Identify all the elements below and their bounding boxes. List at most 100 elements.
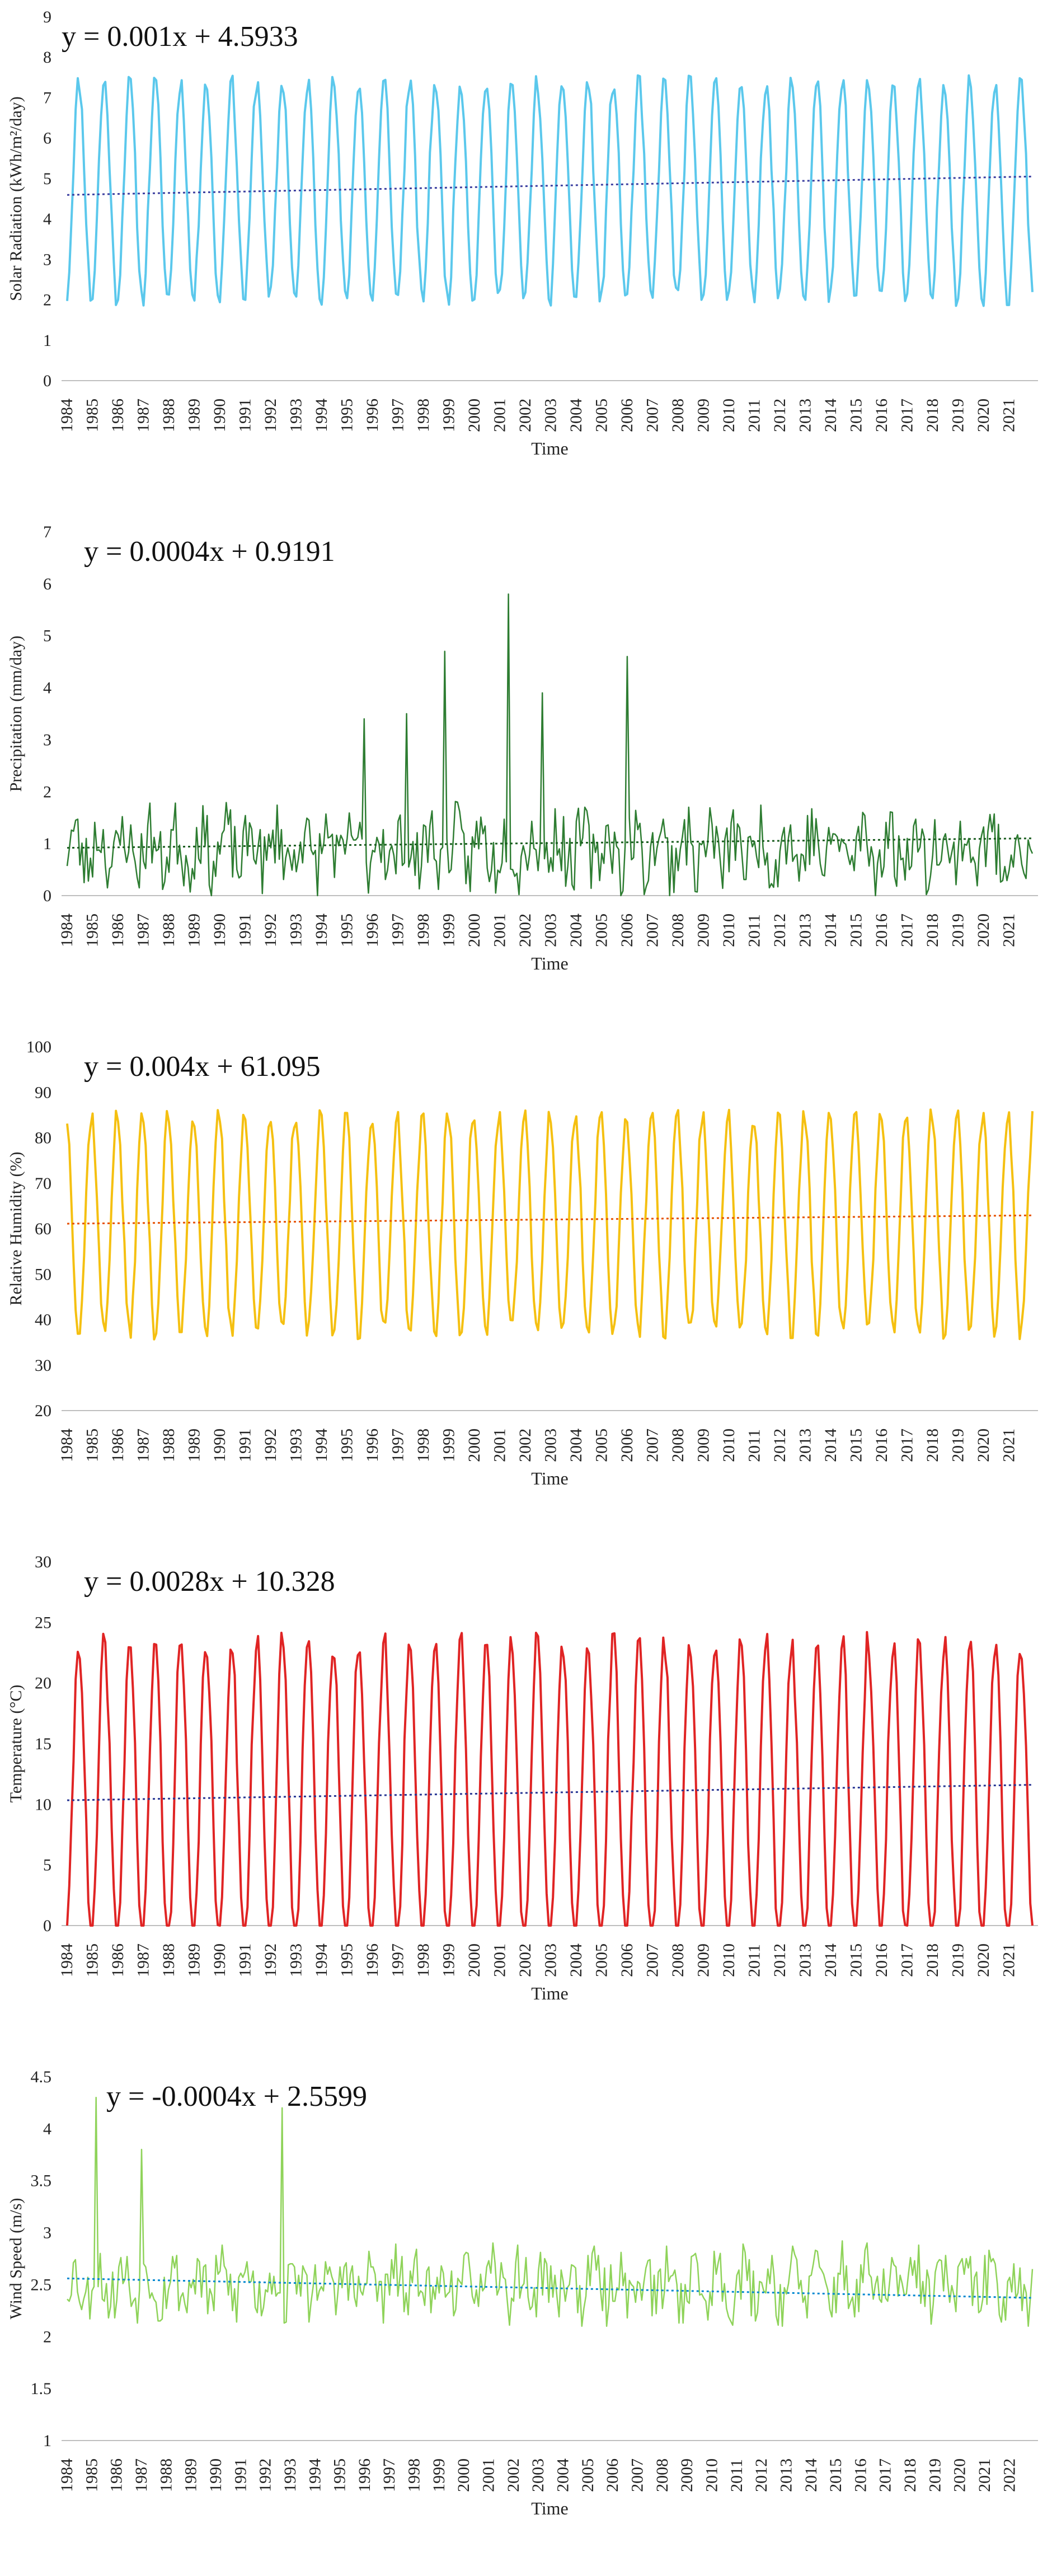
x-tick-label: 1997 (388, 1943, 407, 1977)
y-tick-label: 6 (43, 129, 51, 148)
y-axis-label: Wind Speed (m/s) (7, 2198, 25, 2319)
x-tick-label: 2003 (529, 2458, 547, 2492)
x-tick-label: 2010 (702, 2458, 721, 2492)
chart-precipitation: 0 1 2 3 4 5 6 7 1984 1985 1986 1987 1988 1989 1990 1991… (0, 515, 1052, 1019)
x-tick-label: 1988 (159, 1428, 178, 1462)
x-tick-label: 2001 (490, 1943, 509, 1977)
x-tick-label: 1991 (236, 399, 254, 432)
x-tick-label: 2009 (694, 1943, 712, 1977)
y-tick-label: 2 (43, 291, 51, 310)
y-tick-label: 1 (43, 2432, 51, 2450)
trend-equation: y = 0.0028x + 10.328 (84, 1566, 335, 1598)
chart-solar-radiation: 0 1 2 3 4 5 6 7 8 9 1984 1985 1986 1987 1988 1989 1990 19… (0, 0, 1052, 504)
x-tick-label: 1984 (58, 399, 76, 432)
series-line (66, 74, 1034, 307)
x-tick-label: 1985 (83, 1428, 101, 1462)
x-tick-label: 2013 (796, 399, 814, 432)
x-tick-label: 1999 (439, 914, 458, 947)
y-tick-label: 0 (43, 887, 51, 905)
y-tick-label: 20 (35, 1402, 51, 1420)
x-tick-label: 1996 (363, 1428, 382, 1462)
x-tick-label: 1989 (185, 1943, 203, 1977)
x-tick-label: 2020 (951, 2458, 969, 2492)
chart-svg: 0 5 10 15 20 25 30 1984 1985 1986 1987 1988 1989 1990… (7, 1553, 1038, 2003)
y-tick-label: 10 (35, 1795, 51, 1814)
x-tick-label: 1985 (82, 2458, 101, 2492)
x-tick-label: 2002 (504, 2458, 523, 2492)
x-tick-label: 1985 (83, 914, 101, 947)
x-tick-label: 2001 (480, 2458, 498, 2492)
x-tick-label: 1998 (414, 914, 433, 947)
y-tick-label: 2 (43, 2327, 51, 2346)
series-line (66, 1108, 1034, 1341)
x-tick-label: 2011 (745, 1429, 763, 1462)
x-tick-label: 2018 (923, 1943, 942, 1977)
y-tick-label: 20 (35, 1674, 51, 1693)
x-tick-label: 1998 (414, 1428, 433, 1462)
series-line (66, 1631, 1034, 1927)
x-tick-label: 2008 (669, 1943, 687, 1977)
x-tick-label: 2012 (752, 2458, 771, 2492)
x-tick-label: 2011 (745, 914, 763, 947)
x-tick-label: 2004 (567, 914, 585, 947)
x-tick-label: 2003 (541, 914, 560, 947)
x-tick-label: 1990 (210, 1428, 229, 1462)
x-tick-label: 1988 (159, 914, 178, 947)
x-tick-label: 1986 (109, 914, 127, 947)
x-tick-label: 1994 (306, 2458, 324, 2492)
x-tick-label: 1993 (287, 914, 305, 947)
chart-relative-humidity: 20 30 40 50 60 70 80 90 100 1984 1985 1986 1987 1988 1… (0, 1030, 1052, 1534)
x-tick-label: 2020 (974, 1428, 993, 1462)
y-axis-label: Precipitation (mm/day) (7, 635, 25, 791)
y-tick-label: 3.5 (31, 2172, 52, 2190)
y-tick-label: 1.5 (31, 2380, 52, 2398)
y-tick-label: 4.5 (31, 2068, 52, 2086)
x-tick-label: 2017 (898, 914, 916, 947)
x-tick-label: 2020 (974, 399, 993, 432)
x-tick-label: 1984 (58, 914, 76, 947)
x-tick-label: 2014 (821, 1428, 840, 1462)
x-tick-label: 1989 (185, 914, 203, 947)
x-tick-label: 1996 (355, 2458, 374, 2492)
x-tick-label: 1997 (388, 914, 407, 947)
x-tick-label: 2007 (628, 2458, 646, 2492)
x-tick-label: 2018 (923, 399, 942, 432)
x-tick-label: 1998 (414, 399, 433, 432)
y-tick-label: 7 (43, 523, 51, 541)
y-axis-label: Solar Radiation (kWh/m²/day) (7, 96, 25, 301)
x-tick-label: 2020 (974, 914, 993, 947)
x-tick-label: 1993 (287, 399, 305, 432)
x-tick-label: 2021 (975, 2458, 994, 2492)
x-tick-label: 2016 (851, 2458, 870, 2492)
x-tick-label: 2021 (999, 399, 1018, 432)
x-tick-label: 1992 (261, 399, 280, 432)
x-tick-label: 2003 (541, 1428, 560, 1462)
x-tick-label: 1989 (182, 2458, 200, 2492)
x-tick-label: 2015 (847, 399, 865, 432)
y-tick-label: 30 (35, 1553, 51, 1571)
x-axis-label: Time (531, 1983, 568, 2003)
x-tick-label: 1988 (159, 399, 178, 432)
y-tick-label: 60 (35, 1220, 51, 1238)
x-tick-label: 2018 (923, 1428, 942, 1462)
y-tick-label: 3 (43, 730, 51, 749)
x-tick-label: 2007 (643, 1428, 661, 1462)
x-tick-label: 2006 (618, 1428, 636, 1462)
x-tick-label: 2021 (999, 1428, 1018, 1462)
x-tick-label: 1999 (439, 1428, 458, 1462)
x-tick-label: 1992 (261, 1428, 280, 1462)
x-tick-label: 2002 (516, 914, 534, 947)
x-tick-label: 2010 (720, 914, 738, 947)
x-tick-label: 2004 (567, 1943, 585, 1977)
x-tick-label: 2012 (771, 1428, 789, 1462)
x-tick-label: 2015 (826, 2458, 845, 2492)
x-tick-label: 2001 (490, 914, 509, 947)
x-tick-label: 2016 (872, 399, 891, 432)
x-tick-label: 1996 (363, 1943, 382, 1977)
x-tick-label: 1993 (287, 1428, 305, 1462)
y-tick-label: 8 (43, 48, 51, 67)
series-line (67, 2096, 1034, 2327)
x-tick-label: 2013 (777, 2458, 795, 2492)
x-tick-label: 1989 (185, 1428, 203, 1462)
